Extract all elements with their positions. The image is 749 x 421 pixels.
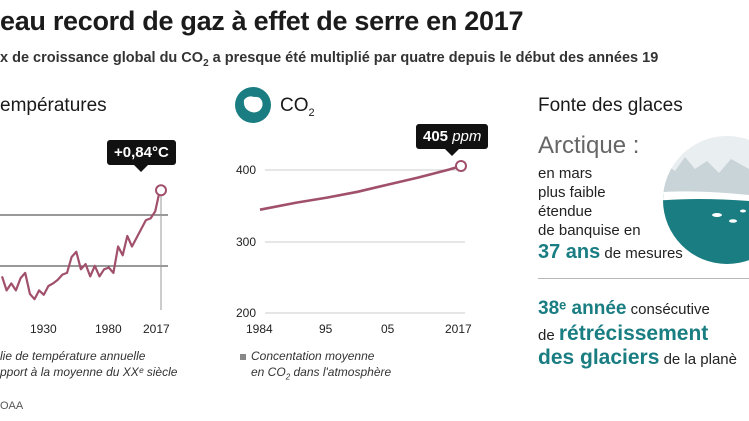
glacier-line-1: 38ᵉ année consécutive [538,298,710,319]
co2-xtick-1984: 1984 [246,322,273,336]
temperature-source: OAA [0,400,24,412]
co2-globe-icon [235,87,271,123]
co2-callout: 405 ppm [416,124,489,156]
temp-tick-1930: 1930 [30,322,57,336]
temperature-callout: +0,84°C [107,140,176,172]
temp-tick-1980: 1980 [95,322,122,336]
co2-ytick-300: 300 [236,235,257,249]
arctic-ice-illustration [663,136,749,264]
page-title: eau record de gaz à effet de serre en 20… [0,6,524,36]
co2-ytick-200: 200 [236,306,257,320]
co2-chart [259,160,467,314]
arctic-line-2: plus faible [538,184,606,201]
glacier-line-3: des glaciers de la planè [538,346,737,369]
co2-xtick-95: 95 [319,322,333,336]
temperature-end-point [155,184,167,197]
temperature-chart [0,184,168,310]
arctic-years: 37 ans de mesures [538,241,683,263]
arctic-line-4: de banquise en [538,222,641,239]
co2-legend-marker [240,353,246,360]
arctic-line-3: étendue [538,203,593,220]
arctic-line-1: en mars [538,165,593,182]
co2-series-line [259,164,462,211]
page-subtitle: x de croissance global du CO2 a presque … [0,50,659,69]
co2-ytick-400: 400 [236,163,257,177]
temp-tick-2017: 2017 [143,322,170,336]
co2-heading: CO2 [280,95,315,119]
co2-legend: Concentation moyenne en CO2 dans l'atmos… [240,348,391,385]
arctic-title: Arctique : [538,132,640,159]
glaciers-separator [538,278,749,279]
temperature-series-line [0,189,163,301]
co2-end-point [455,160,467,172]
glaciers-heading: Fonte des glaces [538,95,683,116]
co2-xtick-2017: 2017 [445,322,472,336]
co2-xtick-05: 05 [381,322,395,336]
temperature-heading: empératures [0,95,107,116]
temperature-legend: lie de température annuelle pport à la m… [0,349,178,379]
glacier-line-2: de rétrécissement [538,322,709,345]
